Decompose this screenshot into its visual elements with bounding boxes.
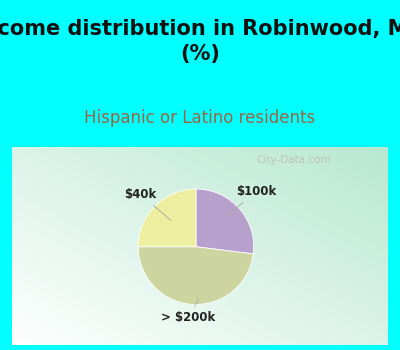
- Text: > $200k: > $200k: [161, 299, 216, 324]
- Wedge shape: [138, 189, 196, 247]
- Text: Income distribution in Robinwood, MD
(%): Income distribution in Robinwood, MD (%): [0, 19, 400, 64]
- Text: City-Data.com: City-Data.com: [257, 155, 332, 165]
- Wedge shape: [138, 247, 253, 304]
- Text: $100k: $100k: [227, 185, 276, 216]
- Wedge shape: [196, 189, 254, 254]
- Text: Hispanic or Latino residents: Hispanic or Latino residents: [84, 108, 316, 127]
- Text: $40k: $40k: [124, 188, 171, 220]
